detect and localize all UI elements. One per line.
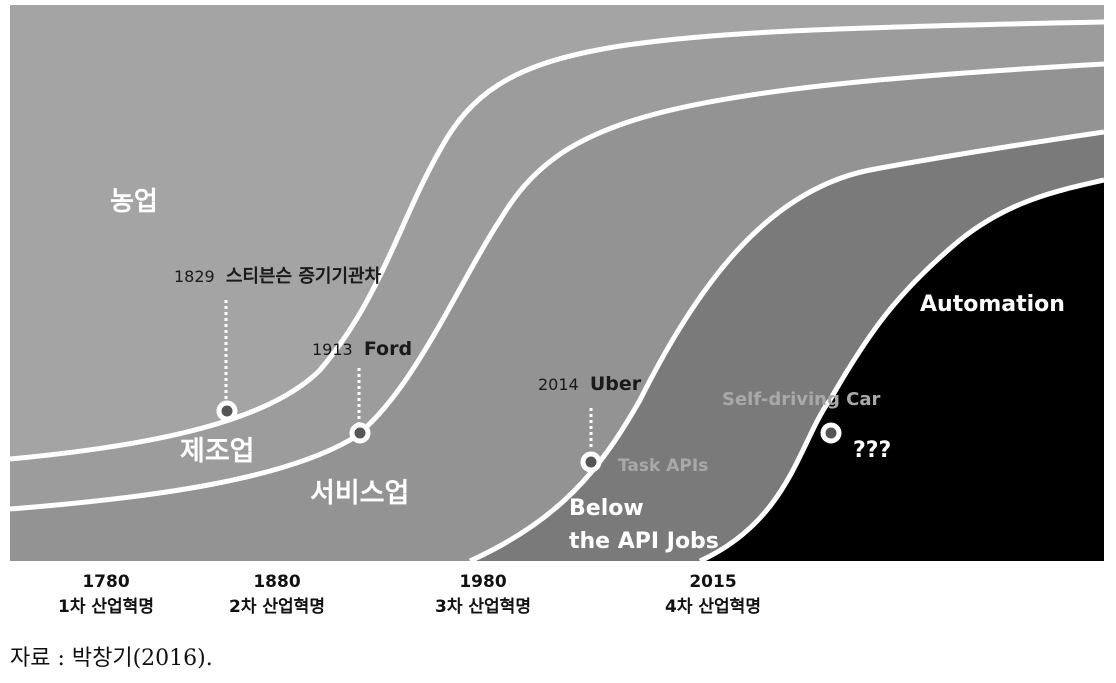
region-label-agriculture: 농업 bbox=[110, 187, 158, 217]
automation-curve bbox=[698, 177, 1104, 561]
milestone-1829-year: 1829 bbox=[174, 267, 215, 286]
milestone-1913: 1913 Ford bbox=[312, 338, 412, 360]
timeline-year-1980: 1980 bbox=[459, 572, 506, 592]
service-curve bbox=[10, 61, 1104, 512]
timeline-label-1880: 2차 산업혁명 bbox=[229, 596, 325, 617]
timeline-label-2015: 4차 산업혁명 bbox=[665, 596, 761, 617]
timeline-year-2015: 2015 bbox=[689, 572, 736, 592]
milestone-marker-1829 bbox=[216, 400, 238, 422]
source-note: 자료 : 박창기(2016). bbox=[10, 646, 213, 671]
milestone-1829: 1829 스티븐슨 증기기관차 bbox=[174, 266, 382, 287]
point-label-unknown: ??? bbox=[853, 438, 891, 463]
milestone-2014-name: Uber bbox=[590, 373, 642, 395]
milestone-2014-year: 2014 bbox=[538, 375, 579, 394]
region-label-below-api-line2: the API Jobs bbox=[569, 529, 719, 554]
milestone-2014: 2014 Uber bbox=[538, 373, 642, 395]
point-label-task-apis: Task APIs bbox=[618, 456, 708, 476]
milestone-1913-year: 1913 bbox=[312, 340, 353, 359]
below-api-curve bbox=[468, 129, 1104, 561]
timeline-year-1880: 1880 bbox=[253, 572, 300, 592]
automation-band bbox=[700, 180, 1104, 561]
region-label-automation: Automation bbox=[920, 292, 1065, 317]
timeline-label-1780: 1차 산업혁명 bbox=[58, 596, 154, 617]
manufacturing-curve bbox=[10, 19, 1104, 462]
timeline: 1780 1차 산업혁명 1880 2차 산업혁명 1980 3차 산업혁명 2… bbox=[58, 572, 761, 617]
milestone-1829-name: 스티븐슨 증기기관차 bbox=[226, 266, 382, 287]
milestone-self-driving: Self-driving Car bbox=[722, 389, 880, 410]
region-label-service: 서비스업 bbox=[310, 478, 409, 509]
milestone-1913-name: Ford bbox=[364, 338, 412, 360]
region-label-below-api-line1: Below bbox=[569, 496, 644, 521]
milestone-marker-2014 bbox=[580, 451, 602, 473]
timeline-label-1980: 3차 산업혁명 bbox=[435, 596, 531, 617]
milestone-marker-self-driving bbox=[820, 422, 842, 444]
region-label-manufacturing: 제조업 bbox=[180, 436, 255, 467]
timeline-year-1780: 1780 bbox=[82, 572, 129, 592]
milestone-marker-1913 bbox=[349, 422, 371, 444]
